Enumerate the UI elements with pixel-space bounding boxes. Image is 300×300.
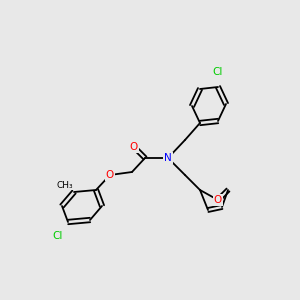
Text: O: O bbox=[106, 170, 114, 180]
Text: Cl: Cl bbox=[53, 231, 63, 241]
Text: CH₃: CH₃ bbox=[57, 181, 73, 190]
Text: Cl: Cl bbox=[213, 67, 223, 77]
Text: O: O bbox=[214, 195, 222, 205]
Text: N: N bbox=[164, 153, 172, 163]
Text: O: O bbox=[130, 142, 138, 152]
